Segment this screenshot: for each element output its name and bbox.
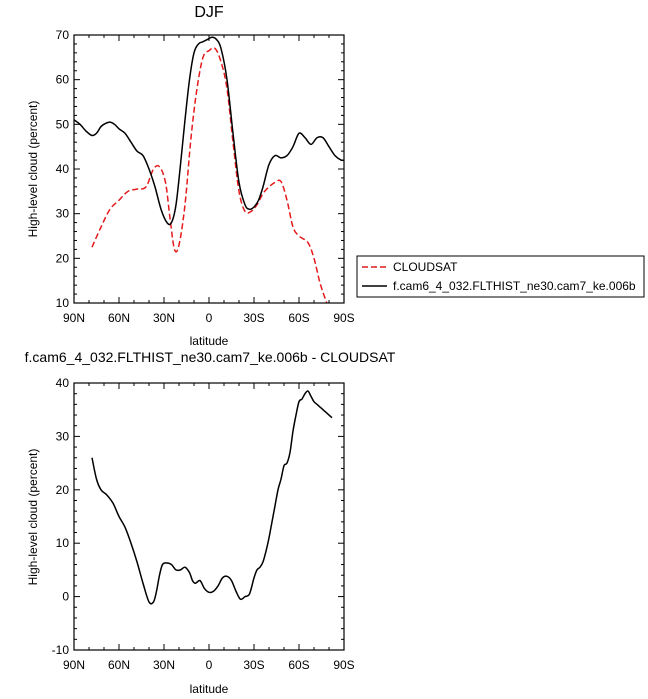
top-y-tick-label: 20 — [56, 251, 70, 265]
bottom-chart-ylabel: High-level cloud (percent) — [26, 449, 40, 586]
legend-label-cloudsat: CLOUDSAT — [393, 260, 458, 274]
top-chart-title: DJF — [194, 4, 224, 21]
top-chart-series — [74, 36, 344, 303]
legend-label-model: f.cam6_4_032.FLTHIST_ne30.cam7_ke.006b — [393, 279, 636, 293]
top-chart-ylabel: High-level cloud (percent) — [26, 101, 40, 238]
bottom-x-tick-label: 90S — [333, 658, 354, 672]
legend-box — [356, 255, 645, 298]
top-x-tick-label: 30N — [153, 311, 175, 325]
top-x-tick-label: 60S — [288, 311, 309, 325]
bottom-y-tick-label: 30 — [56, 429, 70, 443]
bottom-y-tick-label: 40 — [56, 376, 70, 390]
bottom-chart-series — [91, 390, 333, 605]
top-x-tick-label: 30S — [243, 311, 264, 325]
top-series-line-0 — [91, 47, 328, 303]
bottom-x-tick-label: 0 — [206, 658, 213, 672]
top-x-tick-label: 60N — [108, 311, 130, 325]
bottom-series-line-0 — [91, 390, 333, 605]
bottom-chart-plot-frame — [73, 382, 345, 651]
bottom-x-tick-label: 30S — [243, 658, 264, 672]
bottom-chart-axes: 90N 60N 30N 0 30S 60S 90S -10 0 10 20 30 40 — [52, 376, 355, 672]
bottom-y-tick-label: 10 — [56, 536, 70, 550]
top-x-tick-label: 90N — [63, 311, 85, 325]
top-chart-axes: 90N 60N 30N 0 30S 60S 90S 10 20 30 40 50 60 70 — [56, 28, 355, 325]
top-y-tick-label: 70 — [56, 28, 70, 42]
top-y-tick-label: 40 — [56, 162, 70, 176]
top-y-tick-label: 30 — [56, 207, 70, 221]
legend: CLOUDSAT f.cam6_4_032.FLTHIST_ne30.cam7_… — [356, 255, 645, 298]
bottom-x-tick-label: 60S — [288, 658, 309, 672]
top-chart-plot-frame — [73, 34, 345, 304]
bottom-y-tick-label: 0 — [62, 590, 69, 604]
top-y-tick-label: 50 — [56, 117, 70, 131]
bottom-chart-title: f.cam6_4_032.FLTHIST_ne30.cam7_ke.006b -… — [25, 349, 396, 365]
top-chart: DJF High-level cloud (percent) latitude … — [26, 4, 355, 348]
top-y-tick-label: 10 — [56, 296, 70, 310]
bottom-chart: f.cam6_4_032.FLTHIST_ne30.cam7_ke.006b -… — [25, 349, 396, 696]
bottom-chart-xlabel: latitude — [190, 682, 229, 696]
top-chart-xlabel: latitude — [190, 334, 229, 348]
top-series-line-1 — [74, 36, 344, 226]
top-x-tick-label: 0 — [206, 311, 213, 325]
bottom-x-tick-label: 90N — [63, 658, 85, 672]
top-x-tick-label: 90S — [333, 311, 354, 325]
bottom-x-tick-label: 30N — [153, 658, 175, 672]
top-y-tick-label: 60 — [56, 73, 70, 87]
bottom-y-tick-label: -10 — [52, 643, 70, 657]
bottom-x-tick-label: 60N — [108, 658, 130, 672]
bottom-y-tick-label: 20 — [56, 483, 70, 497]
